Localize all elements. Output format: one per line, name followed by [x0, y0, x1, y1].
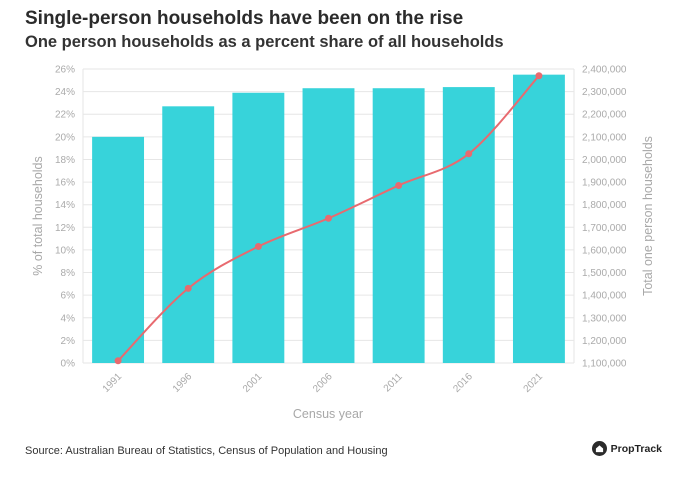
y2-tick-label: 2,100,000	[582, 132, 627, 143]
x-tick-label: 2016	[451, 371, 475, 395]
line-point	[114, 357, 122, 365]
source-note: Source: Australian Bureau of Statistics,…	[25, 445, 388, 457]
y-tick-label: 16%	[55, 178, 75, 189]
line-point	[254, 243, 262, 251]
x-axis-ticks: 1991 1996 2001 2006 2011 2016 2021	[101, 371, 546, 395]
x-tick-label: 2021	[522, 371, 546, 395]
chart-subtitle: One person households as a percent share…	[25, 33, 504, 51]
bar	[442, 87, 495, 363]
x-tick-label: 2006	[311, 371, 335, 395]
y2-tick-label: 2,300,000	[582, 87, 627, 98]
y2-tick-label: 1,100,000	[582, 359, 627, 370]
y2-tick-label: 1,700,000	[582, 223, 627, 234]
x-tick-label: 2001	[241, 371, 265, 395]
chart-title: Single-person households have been on th…	[25, 8, 464, 29]
y-tick-label: 22%	[55, 110, 75, 121]
proptrack-house-icon	[591, 441, 607, 456]
line-point	[395, 181, 403, 189]
y2-axis-title: Total one person households	[641, 136, 655, 296]
y2-tick-label: 1,800,000	[582, 200, 627, 211]
y2-tick-label: 2,000,000	[582, 155, 627, 166]
y-tick-label: 12%	[55, 223, 75, 234]
line-point	[325, 214, 332, 222]
bar	[512, 74, 565, 364]
y-tick-label: 2%	[61, 336, 76, 347]
right-axis-ticks: 1,100,000 1,200,000 1,300,000 1,400,000 1,50…	[582, 65, 627, 370]
y2-tick-label: 1,300,000	[582, 313, 627, 324]
y-tick-label: 6%	[61, 291, 76, 302]
y-tick-label: 8%	[61, 268, 76, 279]
y2-tick-label: 2,200,000	[582, 110, 627, 121]
x-axis-title: Census year	[293, 407, 363, 421]
line-point	[535, 72, 543, 80]
y-axis-title: % of total households	[31, 156, 45, 276]
y-tick-label: 0%	[61, 359, 76, 370]
bar	[232, 92, 285, 363]
bar	[372, 88, 425, 363]
line-series	[114, 72, 543, 365]
y2-tick-label: 1,200,000	[582, 336, 627, 347]
brand-name: PropTrack	[610, 442, 662, 455]
y2-tick-label: 1,900,000	[582, 178, 627, 189]
x-tick-label: 2011	[382, 371, 405, 394]
y2-tick-label: 1,600,000	[582, 245, 627, 256]
line-point	[184, 284, 192, 292]
y2-tick-label: 1,400,000	[582, 291, 627, 302]
proptrack-logo: PropTrack	[591, 441, 662, 456]
y-tick-label: 14%	[55, 200, 75, 211]
y-tick-label: 24%	[55, 87, 75, 98]
bar	[92, 136, 145, 363]
y2-tick-label: 2,400,000	[582, 65, 627, 76]
left-axis-ticks: 0% 2% 4% 6% 8% 10% 12% 14% 16% 18% 20% 22% 24% 26%	[55, 65, 75, 370]
bar	[162, 106, 215, 364]
y2-tick-label: 1,500,000	[582, 268, 627, 279]
chart: 0% 2% 4% 6% 8% 10% 12% 14% 16% 18% 20% 22% 24% 26% 1,…	[31, 65, 655, 422]
y-tick-label: 18%	[55, 155, 75, 166]
y-tick-label: 26%	[55, 65, 75, 76]
y-tick-label: 10%	[55, 245, 75, 256]
y-tick-label: 4%	[61, 313, 76, 324]
line-point	[465, 150, 473, 158]
x-tick-label: 1996	[171, 371, 195, 395]
x-tick-label: 1991	[101, 371, 125, 395]
y-tick-label: 20%	[55, 132, 75, 143]
